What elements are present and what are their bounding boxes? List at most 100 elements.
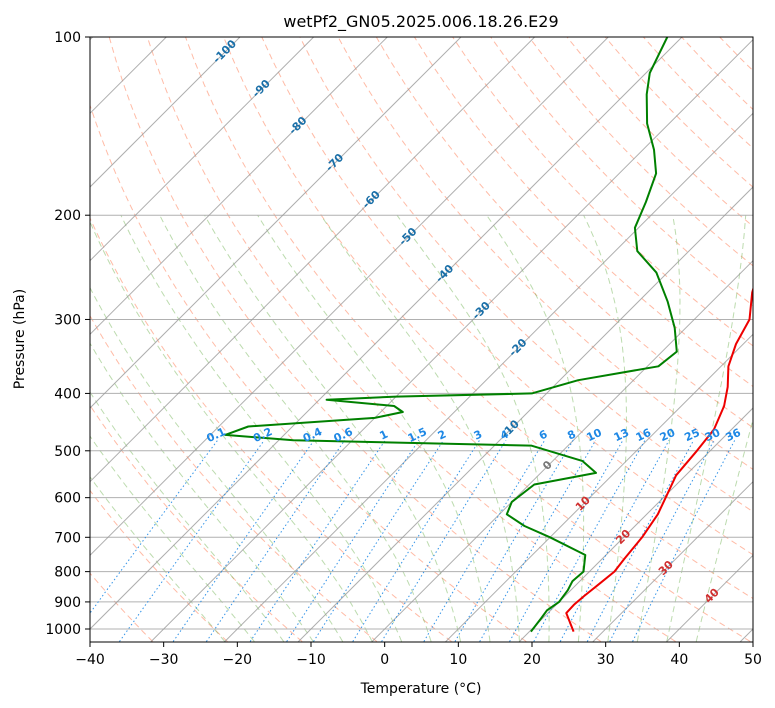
dry-adiabat xyxy=(90,404,303,642)
moist-adiabat xyxy=(120,214,403,642)
y-tick-label: 900 xyxy=(54,595,81,611)
dry-adiabat xyxy=(90,314,378,642)
background-grid xyxy=(90,37,753,642)
y-tick-label: 500 xyxy=(54,444,81,460)
mixing-ratio-label: 1 xyxy=(378,428,390,443)
mixing-ratio-label: 8 xyxy=(565,428,577,443)
mixing-ratio-line xyxy=(90,439,218,614)
dry-adiabat xyxy=(146,37,676,642)
dry-adiabat xyxy=(299,37,753,513)
mixing-ratio-label: 25 xyxy=(682,426,701,444)
mixing-ratio-label: 6 xyxy=(537,427,550,442)
isotherm xyxy=(90,37,536,483)
dry-adiabat xyxy=(90,217,452,642)
y-tick-label: 400 xyxy=(54,386,81,402)
moist-adiabat xyxy=(396,214,550,642)
mixing-ratio-line xyxy=(286,440,420,642)
isotherm xyxy=(591,480,753,642)
x-tick-label: 40 xyxy=(670,652,688,668)
mixing-ratio-line xyxy=(205,440,346,642)
x-tick-label: 30 xyxy=(597,652,615,668)
mixing-ratio-line xyxy=(381,440,507,642)
dewpoint-profile xyxy=(224,37,678,633)
dry-adiabat xyxy=(337,37,753,470)
dry-adiabat xyxy=(719,37,753,72)
x-tick-label: 20 xyxy=(523,652,541,668)
isotherm xyxy=(297,186,753,642)
mixing-ratio-label: 30 xyxy=(703,426,723,444)
x-tick-label: −20 xyxy=(223,652,253,668)
mixing-ratio-label: 13 xyxy=(612,426,631,444)
dry-adiabat xyxy=(681,37,753,111)
mixing-ratio-line xyxy=(509,440,624,642)
mixing-ratio-label: 20 xyxy=(658,426,678,444)
y-axis-label: Pressure (hPa) xyxy=(12,289,28,389)
y-tick-label: 700 xyxy=(54,530,81,546)
mixing-ratio-line xyxy=(632,440,736,642)
x-axis-label: Temperature (°C) xyxy=(360,681,482,697)
mixing-ratio-label: 3 xyxy=(472,428,484,443)
y-tick-label: 200 xyxy=(54,208,81,224)
moist-adiabat xyxy=(90,286,344,642)
isotherm xyxy=(90,37,683,630)
dry-adiabat xyxy=(90,489,228,642)
dry-adiabat xyxy=(223,37,753,600)
dry-adiabat xyxy=(261,37,753,556)
moist-adiabat xyxy=(159,214,432,642)
isotherm-label: 10 xyxy=(573,493,593,513)
mixing-ratio-line xyxy=(479,440,597,642)
mixing-ratio-line xyxy=(423,440,546,642)
moist-adiabat xyxy=(90,435,255,642)
isotherm xyxy=(223,112,753,642)
isotherm xyxy=(90,37,241,188)
mixing-ratio-line xyxy=(313,440,444,642)
dry-adiabat xyxy=(108,37,602,642)
mixing-ratio-line xyxy=(559,440,670,642)
mixing-ratio-label: 16 xyxy=(634,426,654,444)
moist-adiabat xyxy=(204,214,461,642)
temperature-profile xyxy=(565,286,753,632)
mixing-ratio-label: 0.2 xyxy=(251,425,274,445)
moist-adiabat xyxy=(90,391,285,642)
isotherm xyxy=(518,407,753,642)
x-tick-label: 50 xyxy=(744,652,762,668)
moist-adiabat xyxy=(257,214,491,642)
mixing-ratio-line xyxy=(586,440,695,642)
isotherm xyxy=(370,259,753,642)
dry-adiabat xyxy=(490,37,753,307)
moist-adiabat xyxy=(90,220,373,642)
y-tick-label: 800 xyxy=(54,565,81,581)
isotherm xyxy=(90,37,389,336)
isotherm xyxy=(90,37,462,409)
isotherm xyxy=(149,38,753,642)
mixing-ratio-line xyxy=(172,440,315,642)
y-tick-label: 1000 xyxy=(45,622,81,638)
mixing-ratio-label: 0.1 xyxy=(205,425,228,445)
moist-adiabat xyxy=(90,476,226,642)
x-tick-label: −30 xyxy=(149,652,179,668)
dry-adiabat xyxy=(90,103,527,642)
isotherm xyxy=(90,37,315,262)
mixing-ratio-line xyxy=(533,440,646,642)
y-tick-label: 300 xyxy=(54,312,81,328)
y-tick-label: 600 xyxy=(54,491,81,507)
axes: −40 −30 −20 −10 0 10 20 30 40 5010020030040050060… xyxy=(45,30,762,668)
dry-adiabat xyxy=(452,37,753,347)
x-tick-label: −10 xyxy=(296,652,326,668)
isotherm-label: -20 xyxy=(506,336,529,359)
mixing-ratio-line xyxy=(352,440,480,642)
mixing-ratio-label: 1.5 xyxy=(406,425,429,445)
x-tick-label: −40 xyxy=(75,652,105,668)
dry-adiabat xyxy=(375,37,753,429)
moist-adiabat xyxy=(320,214,520,642)
mixing-ratio-line xyxy=(119,440,265,642)
isotherm xyxy=(444,333,753,642)
sounding-profiles xyxy=(224,37,753,633)
reference-line-labels: 0.1 0.2 0.4 0.6 1 1.5 2 3 4 6 8 10 13 16 20 25 30 36-100-… xyxy=(205,37,744,606)
isotherm-label: 40 xyxy=(702,585,722,605)
isotherm-label: -50 xyxy=(396,225,419,248)
moist-adiabat xyxy=(666,215,747,642)
moist-adiabat xyxy=(583,214,628,642)
x-tick-label: 10 xyxy=(449,652,467,668)
